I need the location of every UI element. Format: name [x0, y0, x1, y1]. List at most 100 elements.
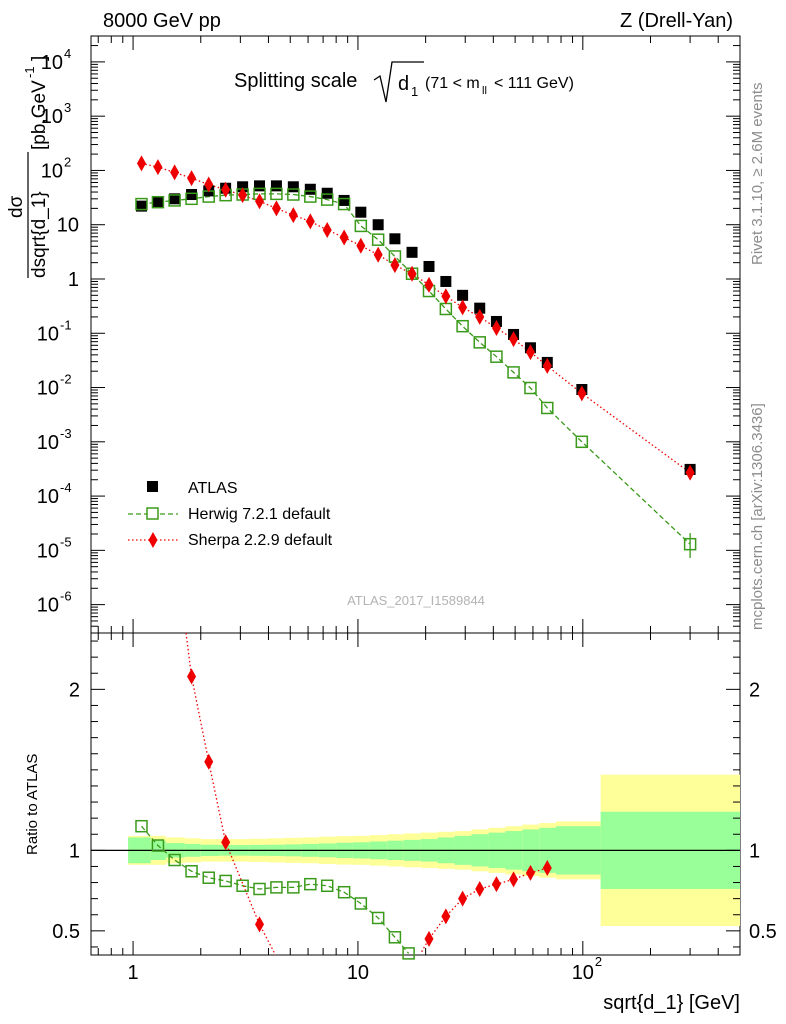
y-tick-label-exp: -6	[60, 589, 72, 604]
side-label-rivet: Rivet 3.1.10, ≥ 2.6M events	[749, 83, 766, 266]
series-line-sherpa	[141, 162, 691, 474]
plot-title-root: d	[398, 73, 409, 95]
plot-title-cut: (71 < m	[425, 75, 480, 92]
atlas-point	[389, 233, 401, 245]
ratio-y-tick-label: 1	[69, 840, 80, 862]
ratio-herwig-point	[202, 871, 215, 884]
ratio-uncertainty-bands	[91, 774, 740, 927]
ratio-herwig-point	[402, 947, 415, 960]
y-tick-label: 10	[57, 215, 79, 237]
ratio-herwig-point	[320, 879, 334, 893]
x-tick-label-exp: 2	[595, 954, 602, 969]
ratio-herwig-point	[168, 853, 181, 867]
ratio-y-tick-label-right: 1	[749, 840, 760, 862]
legend-label-sherpa: Sherpa 2.2.9 default	[188, 532, 333, 549]
ratio-sherpa-point	[525, 864, 535, 881]
ratio-herwig-point	[337, 885, 351, 899]
herwig-point	[151, 195, 165, 209]
sherpa-point	[136, 155, 146, 172]
herwig-point	[354, 219, 368, 233]
ratio-sherpa-point	[542, 860, 552, 877]
y-tick-label: 10	[41, 52, 63, 74]
y-tick-label-exp: -5	[60, 534, 72, 549]
y-tick-label: 10	[41, 106, 63, 128]
sherpa-point	[170, 164, 180, 181]
atlas-point	[135, 200, 147, 212]
atlas-point	[152, 196, 164, 208]
atlas-point	[321, 187, 333, 199]
sherpa-point	[491, 319, 501, 336]
atlas-point	[237, 181, 249, 193]
herwig-point	[337, 197, 351, 211]
ratio-line-sherpa-right	[421, 867, 548, 953]
x-tick-label: 10	[347, 962, 369, 984]
main-y-axis-label: dσ dsqrt{d_1} [pb,GeV -1 ]	[6, 56, 50, 278]
atlas-point	[304, 183, 316, 195]
legend: ATLAS Herwig 7.2.1 default Sherpa 2.2.9 …	[128, 480, 333, 549]
sherpa-point	[390, 257, 400, 274]
ratio-sherpa-point	[475, 880, 485, 897]
sherpa-point	[187, 170, 197, 187]
sherpa-point	[288, 207, 298, 224]
herwig-point	[270, 187, 283, 201]
ratio-line-sherpa-left	[185, 632, 277, 956]
atlas-point	[457, 289, 469, 301]
ratio-herwig-point	[388, 931, 402, 944]
ratio-series-markers	[135, 668, 552, 960]
legend-marker-herwig	[146, 507, 159, 520]
sherpa-point	[255, 193, 265, 210]
sherpa-point	[153, 159, 163, 176]
atlas-point	[474, 302, 486, 314]
atlas-point	[287, 181, 299, 193]
ratio-herwig-point	[354, 897, 368, 910]
atlas-point	[270, 180, 282, 192]
sherpa-point	[458, 299, 468, 316]
atlas-point	[338, 194, 350, 206]
plot-title: Splitting scale d 1 (71 < m ll < 111 GeV…	[234, 61, 574, 103]
ratio-sherpa-point	[424, 930, 434, 947]
ratio-herwig-point	[304, 877, 317, 891]
y-tick-label: 10	[37, 486, 59, 508]
y-label-den: dsqrt{d_1}	[29, 191, 50, 278]
herwig-point	[490, 350, 503, 363]
y-label-units: [pb,GeV	[29, 80, 50, 150]
atlas-point	[423, 260, 435, 272]
herwig-point	[473, 336, 486, 349]
sqrt-symbol	[373, 61, 424, 103]
y-label-units-exp: -1	[22, 66, 37, 78]
ratio-herwig-point	[253, 882, 266, 896]
ratio-sherpa-point	[458, 890, 468, 907]
ratio-y-axis-label: Ratio to ATLAS	[24, 754, 41, 855]
sherpa-point	[373, 246, 383, 263]
herwig-point	[541, 401, 554, 415]
y-tick-label-exp: -4	[60, 480, 72, 495]
x-axis-label: sqrt{d_1} [GeV]	[603, 992, 740, 1014]
ratio-sherpa-point	[441, 908, 451, 925]
ratio-herwig-point	[287, 881, 300, 894]
analysis-reference: ATLAS_2017_I1589844	[347, 593, 485, 608]
sherpa-point	[322, 221, 332, 238]
herwig-point	[304, 190, 317, 203]
y-tick-label: 10	[37, 378, 59, 400]
x-tick-label: 10	[572, 962, 594, 984]
plot-title-cut-sub: ll	[482, 85, 487, 97]
y-tick-label: 10	[37, 595, 59, 617]
herwig-point	[524, 381, 537, 395]
main-series-markers	[135, 155, 697, 559]
herwig-point	[168, 194, 181, 207]
sherpa-point	[221, 181, 231, 198]
ratio-lines	[140, 632, 548, 956]
y-tick-label-exp: -2	[60, 372, 72, 387]
y-tick-label: 10	[37, 323, 59, 345]
sherpa-point	[356, 237, 366, 254]
sherpa-point	[475, 308, 485, 325]
y-tick-label: 10	[37, 540, 59, 562]
herwig-point	[287, 188, 300, 201]
atlas-point	[406, 246, 418, 258]
ratio-sherpa-point	[187, 668, 197, 685]
ratio-y-tick-label: 2	[69, 679, 80, 701]
y-tick-label-exp: 4	[64, 46, 71, 61]
ratio-sherpa-point	[204, 753, 214, 770]
